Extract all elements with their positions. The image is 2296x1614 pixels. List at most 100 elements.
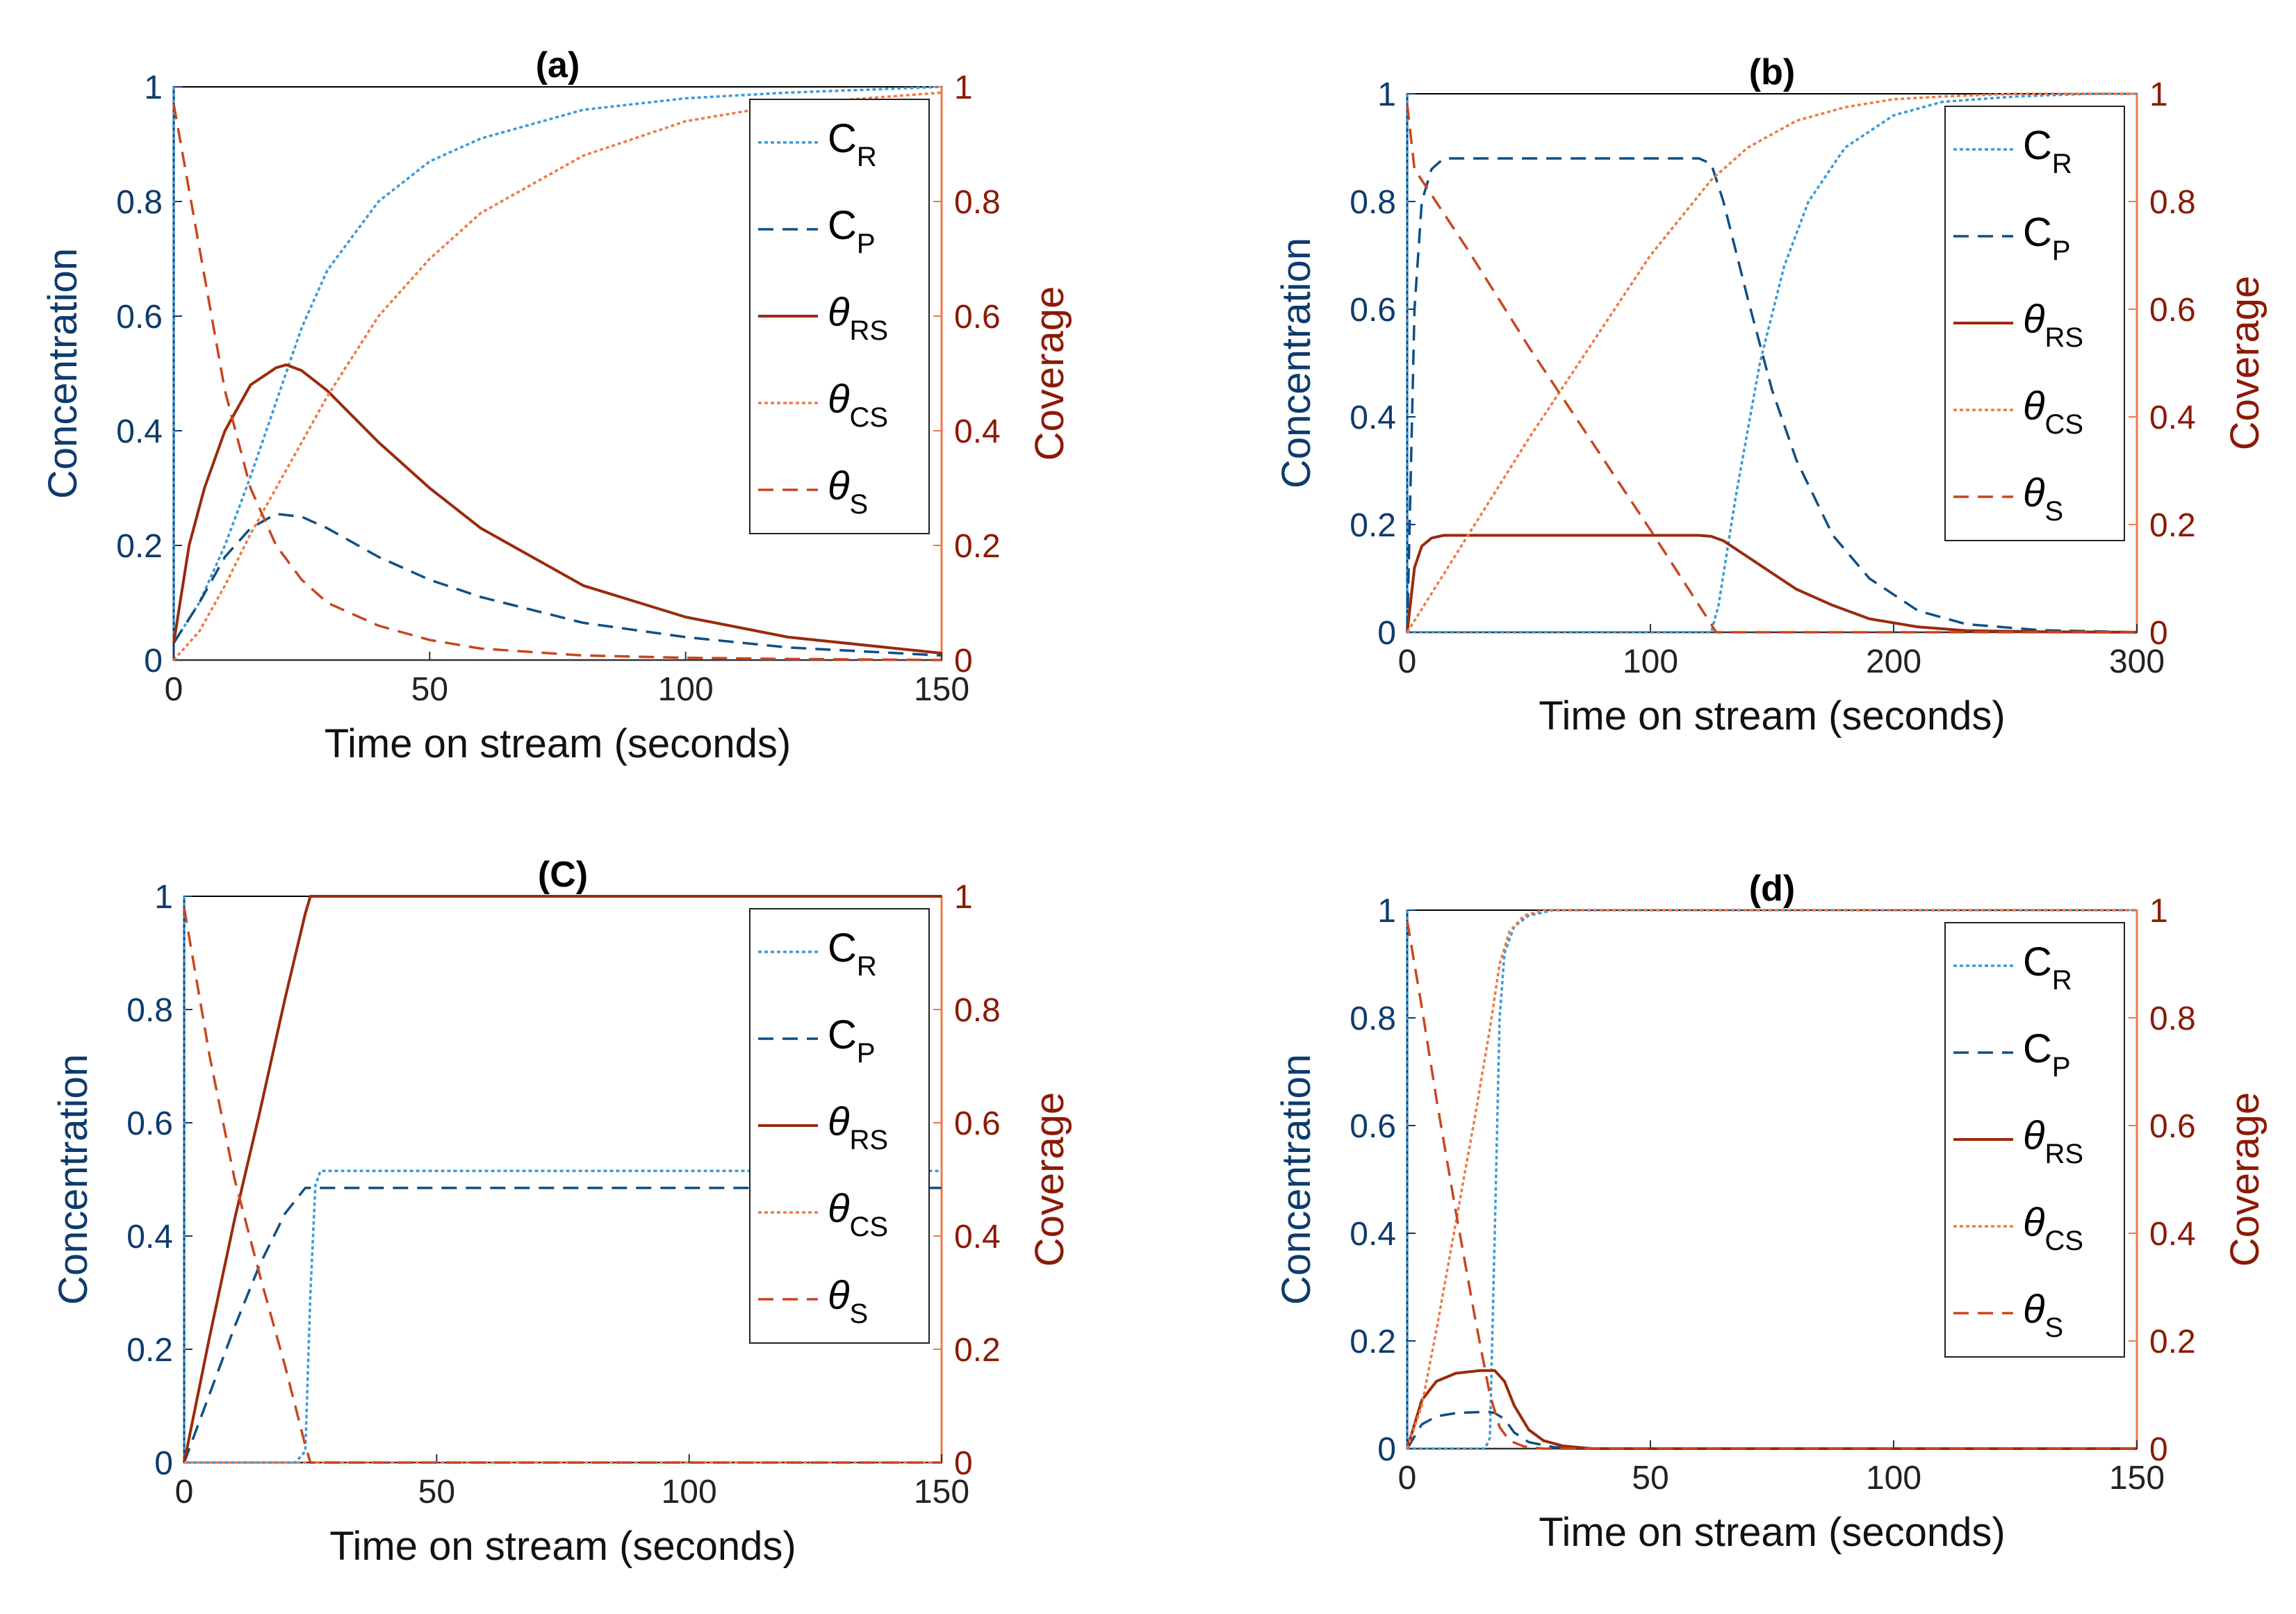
right-tick-label: 1 [954, 879, 973, 916]
series-line-c-r [1406, 92, 2137, 634]
legend-symbol: C [828, 116, 857, 161]
legend-entry: θCS [828, 377, 888, 433]
legend-symbol: C [2023, 1026, 2052, 1071]
legend-entry: θCS [2023, 1200, 2083, 1256]
x-tick-label: 0 [175, 1474, 194, 1510]
legend-symbol: θ [2023, 1287, 2044, 1332]
left-tick-label: 0.6 [1350, 292, 1396, 329]
series-group [1406, 92, 2138, 634]
x-tick-label: 100 [1623, 643, 1678, 680]
x-tick-label: 200 [1866, 643, 1921, 680]
series-line--s [1406, 104, 2137, 634]
right-tick-label: 0.6 [954, 299, 1001, 336]
series-line--rs [172, 363, 942, 655]
legend-symbol: θ [828, 1186, 849, 1231]
series-line--s [183, 907, 942, 1464]
left-tick-label: 0.4 [126, 1219, 173, 1255]
x-tick-label: 0 [1398, 1460, 1417, 1497]
legend-subscript: CS [2044, 1226, 2083, 1256]
legend-entry: CP [2023, 210, 2071, 266]
left-tick-label: 0.6 [126, 1105, 173, 1142]
legend-subscript: CS [849, 1212, 888, 1242]
left-axis-label: Concentration [51, 1054, 96, 1305]
legend-subscript: P [2052, 1052, 2071, 1082]
left-axis-label: Concentration [1274, 1054, 1319, 1305]
legend-subscript: P [857, 1038, 876, 1069]
right-tick-label: 0 [954, 1445, 973, 1482]
legend-symbol: θ [2023, 1113, 2044, 1158]
series-line--cs [1406, 92, 2137, 633]
legend-symbol: θ [2023, 1200, 2044, 1245]
left-tick-label: 0 [1377, 615, 1396, 652]
legend-symbol: C [2023, 123, 2052, 168]
right-tick-label: 0.8 [954, 184, 1001, 221]
left-tick-label: 0.2 [1350, 507, 1396, 544]
x-tick-label: 0 [1398, 643, 1417, 680]
x-tick-label: 50 [411, 671, 448, 708]
series-line--s [1406, 921, 2137, 1450]
left-tick-label: 0.4 [1350, 1216, 1396, 1253]
legend-subscript: P [2052, 236, 2071, 266]
legend-entry: θRS [2023, 297, 2083, 353]
right-tick-label: 0.2 [2149, 507, 2196, 544]
left-tick-label: 1 [144, 69, 163, 106]
series-line--rs [1406, 1369, 2137, 1450]
legend-entry: θS [2023, 1287, 2063, 1343]
x-tick-label: 150 [914, 671, 969, 708]
series-line--s [172, 104, 942, 661]
left-axis-label: Concentration [1274, 238, 1319, 488]
legend-subscript: R [2052, 149, 2072, 179]
legend-subscript: S [849, 489, 868, 520]
left-tick-label: 1 [1377, 76, 1396, 113]
right-tick-label: 0.8 [954, 992, 1001, 1029]
legend-subscript: P [857, 229, 876, 259]
x-tick-label: 300 [2109, 643, 2165, 680]
series-line--cs [172, 91, 942, 661]
panel-a: (a)0 50 100 15000.20.40.60.8100.20.40.60.81… [40, 45, 1072, 766]
series-line--rs [1406, 534, 2138, 634]
series-group [172, 85, 942, 661]
panel-title: (b) [1749, 52, 1795, 92]
right-tick-label: 0.4 [954, 1219, 1001, 1255]
right-tick-label: 1 [954, 69, 973, 106]
panel-title: (C) [538, 855, 588, 895]
legend-entry: CP [828, 1012, 876, 1069]
x-axis-label: Time on stream (seconds) [325, 721, 792, 766]
x-tick-label: 100 [658, 671, 714, 708]
x-tick-label: 100 [662, 1474, 717, 1510]
right-axis-label: Coverage [1027, 286, 1072, 461]
x-tick-label: 50 [418, 1474, 455, 1510]
legend-entry: θRS [2023, 1113, 2083, 1169]
series-line--cs [1406, 909, 2137, 1449]
panel-d: (d)0 50 100 15000.20.40.60.8100.20.40.60.81… [1274, 868, 2268, 1555]
legend-subscript: RS [849, 315, 888, 346]
panel-c: (C)0 50 100 15000.20.40.60.8100.20.40.60.81… [51, 855, 1072, 1569]
legend-subscript: RS [2044, 322, 2083, 353]
legend-subscript: R [857, 142, 877, 172]
left-tick-label: 0.8 [116, 184, 163, 221]
legend-entry: θRS [828, 1099, 888, 1155]
left-tick-label: 0.4 [1350, 400, 1396, 436]
left-tick-label: 0.2 [116, 528, 163, 565]
x-axis-label: Time on stream (seconds) [329, 1524, 796, 1569]
panel-title: (d) [1749, 868, 1795, 909]
legend-symbol: θ [2023, 297, 2044, 342]
legend-entry: CR [2023, 939, 2072, 996]
right-tick-label: 1 [2149, 893, 2168, 930]
legend-subscript: CS [2044, 409, 2083, 440]
x-tick-label: 0 [165, 671, 183, 708]
left-tick-label: 0.8 [126, 992, 173, 1029]
legend-symbol: C [828, 925, 857, 971]
legend-symbol: θ [828, 1099, 849, 1144]
series-group [183, 895, 942, 1464]
legend-entry: θCS [828, 1186, 888, 1242]
legend-subscript: S [2044, 1312, 2063, 1343]
x-axis-label: Time on stream (seconds) [1539, 1510, 2006, 1555]
left-tick-label: 0 [1377, 1431, 1396, 1468]
series-line-c-r [1406, 909, 2137, 1450]
right-tick-label: 0 [2149, 615, 2168, 652]
legend-subscript: RS [849, 1125, 888, 1155]
panel-title: (a) [536, 45, 580, 85]
legend-subscript: RS [2044, 1139, 2083, 1169]
